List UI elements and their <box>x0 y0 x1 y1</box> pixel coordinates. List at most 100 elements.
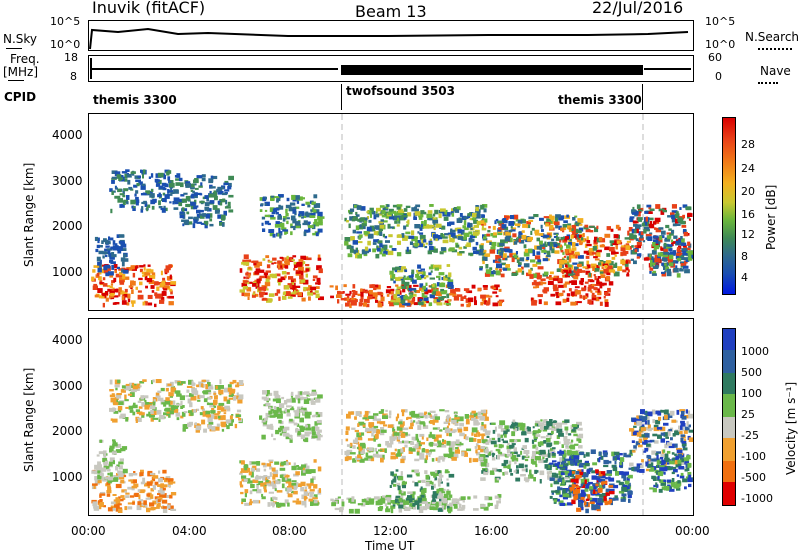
heatmap-cell <box>276 413 283 419</box>
heatmap-cell <box>399 419 403 422</box>
heatmap-cell <box>353 249 359 254</box>
heatmap-cell <box>606 226 611 231</box>
heatmap-cell <box>410 288 417 291</box>
heatmap-cell <box>554 463 560 466</box>
heatmap-cell <box>426 451 432 455</box>
heatmap-cell <box>664 270 667 273</box>
heatmap-cell <box>654 440 659 444</box>
heatmap-cell <box>248 266 251 270</box>
heatmap-cell <box>558 225 562 230</box>
heatmap-cell <box>139 281 143 286</box>
heatmap-cell <box>625 454 632 458</box>
heatmap-cell <box>373 496 380 500</box>
heatmap-cell <box>374 447 377 452</box>
heatmap-cell <box>455 447 459 450</box>
heatmap-cell <box>162 484 168 488</box>
heatmap-cell <box>286 490 290 494</box>
heatmap-cell <box>578 445 583 449</box>
heatmap-cell <box>537 259 542 263</box>
heatmap-cell <box>419 232 424 235</box>
heatmap-cell <box>557 277 562 282</box>
heatmap-cell <box>415 433 419 439</box>
heatmap-cell <box>376 207 382 212</box>
heatmap-cell <box>652 433 658 437</box>
heatmap-cell <box>196 175 203 179</box>
heatmap-cell <box>113 277 117 282</box>
heatmap-cell <box>241 475 247 479</box>
heatmap-cell <box>453 207 457 212</box>
heatmap-cell <box>141 206 144 210</box>
heatmap-cell <box>471 410 476 414</box>
heatmap-cell <box>340 298 347 301</box>
heatmap-cell <box>614 461 617 465</box>
heatmap-cell <box>142 301 145 306</box>
heatmap-cell <box>687 413 693 419</box>
heatmap-cell <box>566 261 570 265</box>
heatmap-cell <box>318 296 324 301</box>
heatmap-cell <box>155 178 159 183</box>
freq-trace <box>90 58 691 79</box>
heatmap-cell <box>448 221 455 225</box>
heatmap-cell <box>256 282 260 288</box>
heatmap-cell <box>167 189 170 194</box>
heatmap-cell <box>330 295 334 299</box>
heatmap-cell <box>122 291 128 295</box>
heatmap-cell <box>591 470 596 474</box>
heatmap-cell <box>594 227 599 233</box>
heatmap-cell <box>119 273 123 278</box>
heatmap-cell <box>575 223 579 227</box>
heatmap-cell <box>556 268 562 272</box>
heatmap-cell <box>224 206 231 209</box>
heatmap-cell <box>357 437 363 441</box>
heatmap-cell <box>298 213 301 217</box>
heatmap-cell <box>482 249 487 253</box>
heatmap-cell <box>293 483 298 489</box>
heatmap-cell <box>460 496 466 500</box>
heatmap-cell <box>399 290 402 295</box>
heatmap-cell <box>176 403 181 406</box>
heatmap-cell <box>306 288 309 291</box>
heatmap-cell <box>140 193 147 196</box>
heatmap-cell <box>616 480 621 483</box>
heatmap-cell <box>416 240 421 243</box>
cpid-divider-2 <box>642 84 643 110</box>
heatmap-cell <box>261 462 266 466</box>
heatmap-cell <box>521 230 525 233</box>
heatmap-cell <box>583 250 589 254</box>
heatmap-cell <box>598 458 601 463</box>
heatmap-cell <box>416 504 420 510</box>
heatmap-cell <box>384 448 387 453</box>
heatmap-cell <box>161 281 164 284</box>
heatmap-cell <box>580 506 584 511</box>
heatmap-cell <box>281 396 285 400</box>
heatmap-cell <box>368 292 371 297</box>
heatmap-cell <box>433 248 438 253</box>
heatmap-cell <box>162 188 167 191</box>
heatmap-cell <box>199 412 203 416</box>
heatmap-cell <box>553 243 558 248</box>
heatmap-cell <box>643 221 648 226</box>
heatmap-cell <box>522 426 525 432</box>
heatmap-cell <box>669 460 675 465</box>
heatmap-cell <box>304 414 311 419</box>
heatmap-cell <box>411 207 417 212</box>
heatmap-cell <box>215 385 218 389</box>
heatmap-cell <box>363 220 367 224</box>
heatmap-cell <box>649 267 654 271</box>
heatmap-cell <box>551 425 555 429</box>
heatmap-cell <box>461 507 465 511</box>
heatmap-cell <box>482 253 487 257</box>
heatmap-cell <box>563 452 567 458</box>
heatmap-cell <box>413 216 417 220</box>
heatmap-cell <box>664 409 669 415</box>
heatmap-cell <box>196 408 200 411</box>
heatmap-cell <box>276 200 279 203</box>
heatmap-cell <box>111 254 117 258</box>
heatmap-cell <box>488 496 493 501</box>
heatmap-cell <box>417 506 423 509</box>
heatmap-cell <box>394 434 397 439</box>
heatmap-cell <box>670 212 675 216</box>
heatmap-cell <box>680 461 685 465</box>
heatmap-cell <box>596 296 602 300</box>
heatmap-cell <box>227 201 231 207</box>
